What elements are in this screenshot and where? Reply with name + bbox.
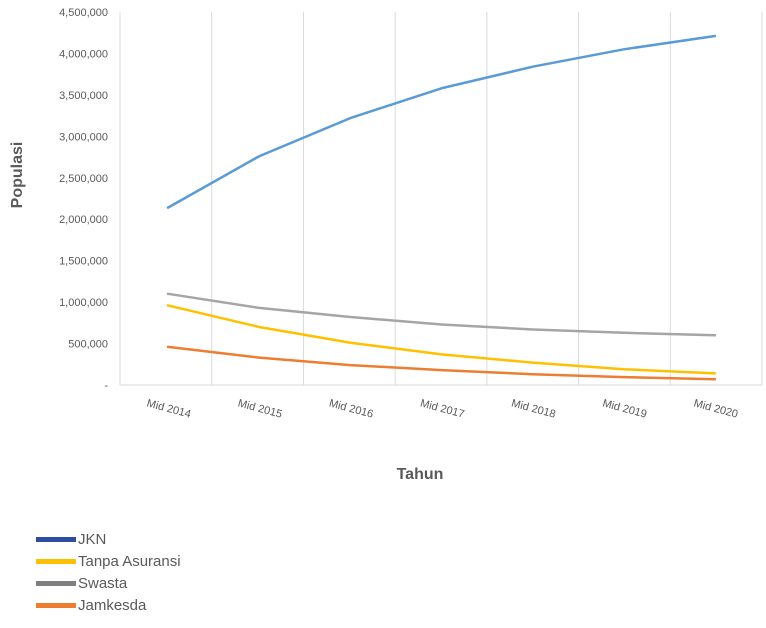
y-tick-label: 2,500,000 — [59, 173, 108, 185]
y-axis-title: Populasi — [9, 142, 26, 209]
y-tick-label: - — [104, 380, 108, 392]
x-tick-label: Mid 2016 — [328, 397, 375, 420]
legend: JKN Tanpa Asuransi Swasta Jamkesda — [36, 528, 181, 616]
legend-label: JKN — [78, 530, 107, 548]
y-tick-label: 1,500,000 — [59, 256, 108, 268]
legend-label: Tanpa Asuransi — [78, 552, 181, 570]
x-tick-label: Mid 2017 — [419, 397, 466, 420]
x-tick-label: Mid 2018 — [510, 397, 557, 420]
y-tick-label: 3,000,000 — [59, 131, 108, 143]
legend-swatch — [36, 536, 76, 542]
x-axis-ticks: Mid 2014 Mid 2015 Mid 2016 Mid 2017 Mid 2018… — [145, 397, 739, 420]
y-tick-label: 3,500,000 — [59, 90, 108, 102]
y-tick-label: 4,500,000 — [59, 7, 108, 19]
y-tick-label: 1,000,000 — [59, 297, 108, 309]
series-line-jamkesda — [166, 345, 717, 381]
legend-item: Swasta — [36, 572, 181, 594]
legend-swatch — [36, 558, 76, 564]
y-tick-label: 2,000,000 — [59, 214, 108, 226]
x-tick-label: Mid 2019 — [601, 397, 648, 420]
legend-label: Jamkesda — [78, 596, 147, 614]
x-tick-label: Mid 2020 — [692, 397, 739, 420]
x-axis-title: Tahun — [397, 466, 444, 483]
series-line-tanpa-asuransi — [166, 304, 717, 375]
x-tick-label: Mid 2015 — [237, 397, 284, 420]
series-line-jkn — [166, 34, 717, 209]
legend-label: Swasta — [78, 574, 128, 592]
legend-item: JKN — [36, 528, 181, 550]
gridlines — [119, 12, 763, 385]
line-chart: - 500,000 1,000,000 1,500,000 2,000,000 2,500… — [9, 7, 763, 483]
x-tick-label: Mid 2014 — [145, 397, 192, 420]
legend-item: Tanpa Asuransi — [36, 550, 181, 572]
legend-item: Jamkesda — [36, 594, 181, 616]
y-tick-label: 500,000 — [68, 339, 108, 351]
y-tick-label: 4,000,000 — [59, 48, 108, 60]
legend-swatch — [36, 602, 76, 608]
y-axis-ticks: - 500,000 1,000,000 1,500,000 2,000,000 2,500… — [59, 7, 108, 392]
series-line-swasta — [166, 292, 717, 337]
series-lines — [166, 34, 717, 381]
legend-swatch — [36, 580, 76, 586]
